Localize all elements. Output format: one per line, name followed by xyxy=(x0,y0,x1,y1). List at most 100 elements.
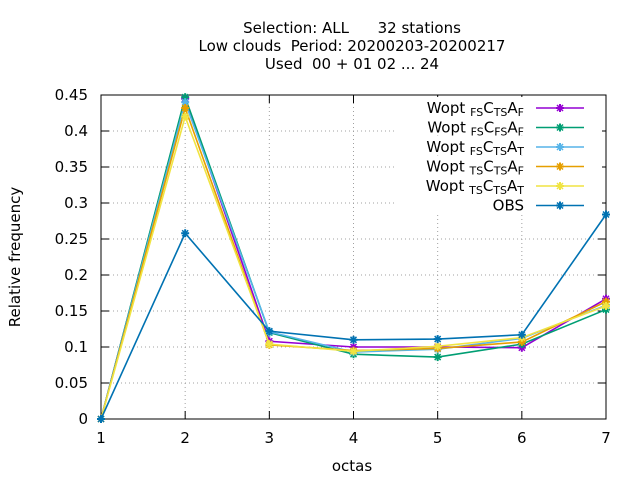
data-point xyxy=(181,112,190,121)
point-d2 xyxy=(265,327,273,335)
data-point xyxy=(433,342,442,351)
point-d2 xyxy=(556,201,564,210)
point-d2 xyxy=(349,336,358,344)
x-tick-label: 6 xyxy=(517,429,527,447)
y-tick-label: 0.4 xyxy=(64,122,88,140)
legend-text: C xyxy=(483,158,493,176)
x-tick-label: 3 xyxy=(265,429,275,447)
legend-entry-3: Wopt FSCTSAT xyxy=(394,136,602,158)
legend-label: Wopt FSCFSAF xyxy=(427,119,524,139)
title-line-1: Selection: ALL 32 stations xyxy=(243,19,461,37)
x-tick-label: 2 xyxy=(180,429,190,447)
data-point xyxy=(349,347,358,356)
point-d2 xyxy=(602,210,610,219)
legend-text: Wopt xyxy=(427,99,470,117)
y-tick-label: 0.45 xyxy=(55,86,88,104)
point-d2 xyxy=(181,98,189,106)
point-d2 xyxy=(556,123,564,132)
y-tick-label: 0 xyxy=(78,410,88,428)
legend-subscript: TS xyxy=(492,145,507,158)
title-line-2: Low clouds Period: 20200203-20200217 xyxy=(199,37,506,55)
legend-entry-6: OBS xyxy=(394,194,602,215)
data-point xyxy=(265,340,274,349)
legend-subscript: TS xyxy=(493,165,508,178)
legend-label: Wopt TSCTSAF xyxy=(426,158,524,178)
point-d2 xyxy=(265,340,273,348)
point-d2 xyxy=(97,415,105,423)
legend-bg xyxy=(394,155,602,175)
legend-subscript: T xyxy=(516,184,524,197)
legend-text: Wopt xyxy=(426,138,469,156)
point-d2 xyxy=(181,113,189,121)
x-tick-label: 5 xyxy=(433,429,443,447)
x-tick-label: 1 xyxy=(96,429,106,447)
point-d2 xyxy=(434,335,442,343)
point-d2 xyxy=(181,229,189,237)
data-point xyxy=(181,103,190,112)
data-point xyxy=(349,335,358,344)
legend-text: A xyxy=(507,99,518,117)
legend-subscript: FS xyxy=(471,126,484,139)
point-d2 xyxy=(181,104,189,112)
legend-bg xyxy=(394,136,602,155)
legend-label: Wopt FSCTSAT xyxy=(426,138,524,158)
data-point xyxy=(433,335,442,344)
y-axis-label: Relative frequency xyxy=(6,187,24,328)
y-tick-label: 0.05 xyxy=(55,374,88,392)
legend-text: A xyxy=(507,158,518,176)
legend-label: Wopt TSCTSAT xyxy=(426,177,524,197)
legend-subscript: TS xyxy=(492,184,507,197)
data-point xyxy=(556,182,564,190)
legend-bg xyxy=(394,175,602,194)
legend-text: Wopt xyxy=(426,158,469,176)
legend-label: OBS xyxy=(493,197,524,215)
x-tick-label: 4 xyxy=(349,429,359,447)
y-tick-label: 0.3 xyxy=(64,194,88,212)
title-line-3: Used 00 + 01 02 ... 24 xyxy=(265,55,439,73)
data-point xyxy=(556,143,564,151)
point-d2 xyxy=(349,347,358,355)
legend-bg xyxy=(394,116,602,136)
series-6 xyxy=(97,210,610,423)
x-axis-label: octas xyxy=(332,457,372,475)
legend-subscript: FS xyxy=(494,126,507,139)
legend-entry-4: Wopt TSCTSAF xyxy=(394,155,602,178)
legend-subscript: FS xyxy=(470,106,483,119)
legend-subscript: T xyxy=(516,145,524,158)
point-d2 xyxy=(434,342,442,350)
grid-lines xyxy=(101,95,606,419)
legend-text: Wopt xyxy=(427,119,470,137)
y-tick-label: 0.1 xyxy=(64,338,88,356)
point-d2 xyxy=(556,162,564,171)
legend-text: OBS xyxy=(493,197,524,215)
data-point xyxy=(433,353,442,362)
legend-subscript: F xyxy=(518,106,524,119)
legend-entry-5: Wopt TSCTSAT xyxy=(394,175,602,197)
y-tick-label: 0.15 xyxy=(55,302,88,320)
data-point xyxy=(556,123,564,132)
data-point xyxy=(556,104,564,112)
data-point xyxy=(602,301,610,310)
point-d2 xyxy=(556,104,564,112)
y-tick-label: 0.2 xyxy=(64,266,88,284)
point-d2 xyxy=(434,353,442,361)
legend-subscript: FS xyxy=(470,145,483,158)
legend-text: C xyxy=(483,99,493,117)
legend-bg xyxy=(394,194,602,214)
legend-subscript: TS xyxy=(469,165,484,178)
point-d2 xyxy=(602,302,610,310)
legend-subscript: TS xyxy=(493,106,508,119)
point-d2 xyxy=(556,143,564,151)
legend-text: C xyxy=(484,119,494,137)
data-point xyxy=(556,162,564,171)
legend-subscript: F xyxy=(518,126,524,139)
point-d2 xyxy=(556,182,564,190)
legend-text: A xyxy=(507,177,518,195)
y-tick-label: 0.25 xyxy=(55,230,88,248)
legend-text: A xyxy=(507,138,518,156)
legend-entry-1: Wopt FSCTSAF xyxy=(394,97,602,119)
data-point xyxy=(181,229,190,238)
